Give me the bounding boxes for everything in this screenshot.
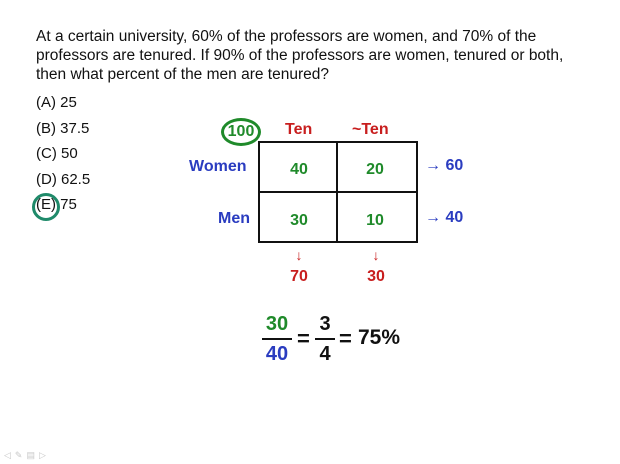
fraction-numerator: 3 <box>319 313 331 335</box>
row-total-men: → 40 <box>425 209 463 227</box>
equals-sign: = <box>339 326 352 351</box>
pen-icon[interactable]: ✎ <box>14 450 27 460</box>
two-by-two-table <box>258 141 418 243</box>
result-percent: 75% <box>358 326 401 349</box>
selected-answer-circle <box>32 193 60 221</box>
cell-women-not-tenured: 20 <box>366 161 384 178</box>
arrow-icon[interactable]: ◁ <box>4 450 15 460</box>
grand-total-oval: 100 <box>221 118 261 146</box>
presentation-toolbar: ◁✎▤▷ <box>4 450 50 461</box>
column-header-not-tenured: ~Ten <box>352 121 389 138</box>
board-icon[interactable]: ▤ <box>26 450 39 460</box>
fraction-numerator: 30 <box>265 313 289 335</box>
table-divider-horizontal <box>260 191 416 193</box>
cell-men-tenured: 30 <box>290 212 308 229</box>
arrow-down-icon: ↓ <box>295 247 303 263</box>
fraction-bar <box>262 338 292 340</box>
row-header-men: Men <box>218 210 250 227</box>
arrow-right-icon: → <box>425 209 441 226</box>
row-total-women: → 60 <box>425 157 463 175</box>
fraction-denominator: 4 <box>319 343 331 365</box>
row-header-women: Women <box>189 158 247 175</box>
cell-men-not-tenured: 10 <box>366 212 384 229</box>
arrow-right-icon: → <box>425 157 441 174</box>
column-total-not-tenured: 30 <box>367 268 385 285</box>
arrow-down-icon: ↓ <box>372 247 380 263</box>
fraction-men-tenured: 30 40 <box>262 312 292 366</box>
choice-d: (D) 62.5 <box>36 170 91 188</box>
answer-choices: (A) 25 (B) 37.5 (C) 50 (D) 62.5 (E) 75 <box>32 93 91 221</box>
fraction-denominator: 40 <box>265 343 289 365</box>
cell-women-tenured: 40 <box>290 161 308 178</box>
column-total-tenured: 70 <box>290 268 308 285</box>
fraction-bar <box>315 338 335 340</box>
choice-a: (A) 25 <box>36 94 77 111</box>
fraction-simplified: 3 4 <box>315 312 335 366</box>
equals-sign: = <box>297 326 310 351</box>
forward-icon[interactable]: ▷ <box>38 450 50 460</box>
choice-b: (B) 37.5 <box>36 119 90 137</box>
row-total-value: 60 <box>445 157 464 174</box>
column-header-tenured: Ten <box>285 121 313 138</box>
row-total-value: 40 <box>445 209 464 226</box>
choice-c: (C) 50 <box>36 145 78 162</box>
question-text: At a certain university, 60% of the prof… <box>36 28 564 83</box>
